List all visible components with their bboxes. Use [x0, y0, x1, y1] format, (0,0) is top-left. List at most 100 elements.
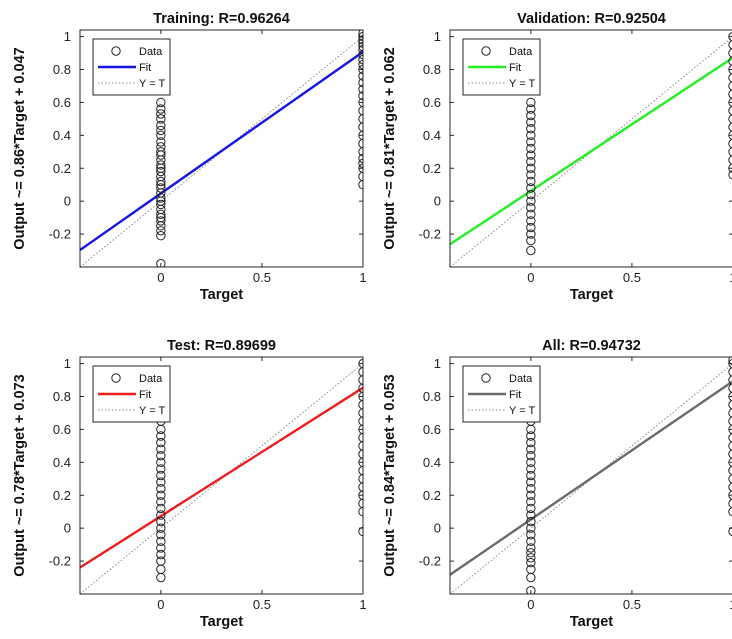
y-tick-label: 0.2 [423, 488, 441, 503]
x-tick-label: 0.5 [253, 270, 271, 285]
x-axis-label: Target [570, 614, 613, 630]
data-point [728, 507, 732, 517]
data-point [526, 431, 536, 441]
legend-data-marker [111, 46, 121, 56]
legend-entry-label: Data [509, 46, 533, 58]
data-point [526, 510, 536, 520]
data-point [728, 465, 732, 476]
data-point [526, 163, 536, 173]
axes-frame [449, 356, 732, 595]
x-tick-label: 1 [359, 597, 366, 612]
chart-title: Validation: R=0.92504 [517, 11, 666, 27]
data-point [728, 441, 732, 451]
legend-entry-label: Data [509, 373, 533, 385]
plot-content [450, 357, 732, 594]
data-point [526, 548, 536, 558]
data-point [728, 383, 732, 393]
legend: Data Fit Y = T [462, 365, 541, 423]
legend: Data Fit Y = T [92, 365, 171, 423]
data-point [526, 558, 536, 568]
data-point [728, 31, 732, 42]
data-point [156, 437, 166, 448]
data-point [156, 431, 166, 441]
data-point [526, 117, 536, 127]
data-point [728, 73, 732, 83]
data-point [728, 449, 732, 459]
x-tick-label: 1 [729, 270, 732, 285]
fit-line [80, 386, 363, 569]
data-point [156, 130, 166, 141]
y-tick-label: 0.8 [423, 62, 441, 77]
y-tick-label: 1 [64, 29, 71, 44]
data-point [728, 163, 732, 173]
y-tick-label: 0.6 [53, 422, 71, 437]
legend: Data Fit Y = T [92, 38, 171, 96]
y-axis-label: Output ~= 0.78*Target + 0.073 [12, 374, 28, 576]
data-point [728, 526, 732, 537]
data-point [156, 142, 166, 152]
legend-entry-label: Y = T [509, 405, 535, 417]
data-point [156, 543, 166, 553]
data-point [156, 193, 166, 203]
data-point [728, 48, 732, 58]
data-point [728, 490, 732, 500]
x-tick-label: 0.5 [623, 597, 641, 612]
data-point [526, 203, 536, 213]
y-tick-label: 0.6 [423, 422, 441, 437]
x-tick-label: 0.5 [623, 270, 641, 285]
data-point [526, 490, 536, 500]
data-point [526, 530, 536, 540]
legend-entry-label: Y = T [509, 78, 535, 90]
y-tick-label: 0.8 [423, 389, 441, 404]
y-tick-label: 0.2 [53, 161, 71, 176]
legend-data-marker [111, 373, 121, 383]
y-tick-label: 0.8 [53, 389, 71, 404]
data-point [526, 523, 536, 533]
data-point [526, 444, 536, 454]
y-tick-label: -0.2 [49, 227, 71, 242]
y-tick-label: 0.6 [423, 95, 441, 110]
data-point [526, 477, 536, 487]
data-point [526, 143, 536, 154]
chart-title: Training: R=0.96264 [153, 11, 290, 27]
data-point [526, 245, 536, 256]
data-point [526, 130, 536, 141]
data-point [728, 64, 732, 75]
data-point [156, 109, 166, 119]
data-point [728, 416, 732, 426]
data-point [728, 106, 732, 116]
data-point [526, 553, 536, 563]
data-point [728, 457, 732, 467]
x-axis-label: Target [200, 287, 243, 303]
y-tick-label: 0.6 [53, 95, 71, 110]
data-point [156, 464, 166, 474]
axes-frame [79, 29, 364, 268]
data-point [526, 104, 536, 114]
y-axis-label: Output ~= 0.86*Target + 0.047 [12, 47, 28, 249]
data-point [526, 222, 536, 233]
data-point [156, 497, 166, 507]
x-axis-label: Target [570, 287, 613, 303]
data-point [728, 367, 732, 377]
data-point [728, 147, 732, 157]
data-point [156, 549, 166, 560]
data-point [728, 400, 732, 410]
y-axis-label: Output ~= 0.81*Target + 0.062 [382, 47, 398, 249]
data-point [156, 226, 166, 236]
data-point [728, 138, 732, 149]
data-point [156, 444, 166, 454]
chart-panel: 0 0.5 1 -0.2 0 0.2 0.4 0.6 0.8 1 All: R=0.94732 Tar… [382, 338, 732, 630]
data-point [526, 196, 536, 206]
data-point [728, 391, 732, 402]
data-point [156, 516, 166, 527]
data-point [728, 89, 732, 99]
y-tick-label: 1 [64, 356, 71, 371]
data-point [728, 130, 732, 140]
data-point [526, 564, 536, 575]
data-point [728, 424, 732, 435]
chart-title: All: R=0.94732 [542, 338, 641, 354]
data-point [156, 523, 166, 533]
legend-entry-label: Fit [509, 389, 521, 401]
legend-entry-label: Fit [139, 62, 151, 74]
data-point [728, 375, 732, 385]
